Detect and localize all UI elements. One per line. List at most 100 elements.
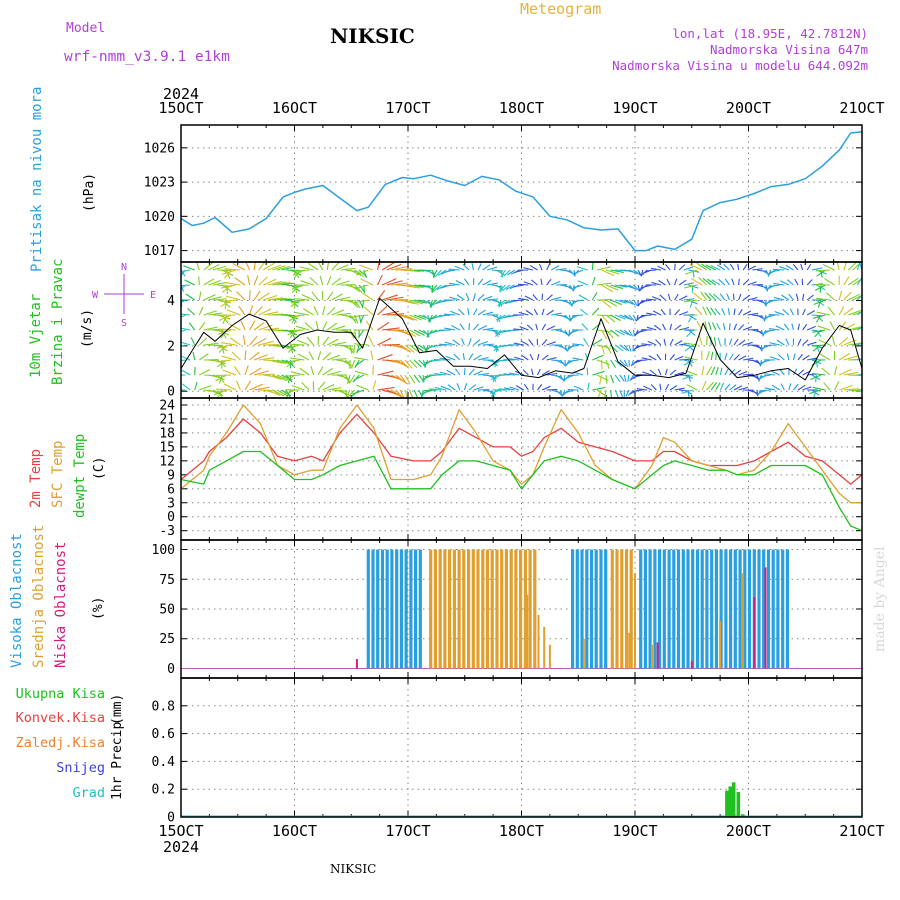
wind-arrow xyxy=(663,338,667,346)
wind-arrow xyxy=(331,309,345,316)
wind-arrow xyxy=(244,350,247,361)
wind-arrow xyxy=(272,297,288,301)
wind-arrow xyxy=(432,299,442,306)
cloud-bar xyxy=(575,549,579,669)
cloud-bar xyxy=(589,549,594,669)
wind-arrow xyxy=(263,294,278,301)
wind-arrow xyxy=(182,383,191,391)
wind-arrow xyxy=(793,383,799,391)
wind-arrow xyxy=(513,299,524,302)
wind-arrow xyxy=(531,279,538,286)
wind-arrow xyxy=(400,314,415,321)
wind-arrow xyxy=(708,292,717,301)
wind-arrow xyxy=(738,370,748,376)
wind-arrow xyxy=(576,266,588,271)
wind-arrow xyxy=(687,314,694,323)
wind-arrow xyxy=(513,284,524,288)
date-label-top: 20OCT xyxy=(726,99,771,117)
wind-arrow xyxy=(336,280,350,286)
wind-arrow xyxy=(353,343,369,346)
wind-arrow xyxy=(354,329,357,339)
wind-arrow xyxy=(657,265,666,271)
wind-arrow xyxy=(291,284,305,290)
wind-arrow xyxy=(789,308,794,316)
temp-line-2 xyxy=(180,450,863,532)
wind-arrow xyxy=(587,382,590,391)
wind-arrow xyxy=(290,299,305,304)
frame-layer xyxy=(180,124,863,818)
wind-arrow xyxy=(317,262,324,271)
wind-arrow xyxy=(573,385,584,391)
wind-arrow xyxy=(600,359,603,370)
wind-arrow xyxy=(721,308,726,316)
panel-frame xyxy=(180,677,863,818)
cloud-bar xyxy=(662,549,666,669)
cloud-bar xyxy=(753,597,756,669)
cloud-bar xyxy=(658,549,662,669)
wind-arrow xyxy=(499,314,511,320)
wind-arrow xyxy=(503,387,515,391)
wind-arrow xyxy=(624,284,635,289)
wind-arrow xyxy=(591,262,594,271)
wind-arrow xyxy=(682,374,694,380)
wind-arrow xyxy=(815,344,820,353)
wind-arrow xyxy=(502,284,511,291)
cloud-bar xyxy=(395,549,399,669)
cloud-bar xyxy=(366,549,370,669)
wind-arrow xyxy=(254,386,270,391)
wind-arrow xyxy=(199,369,211,376)
wind-arrow xyxy=(359,314,365,324)
wind-arrow xyxy=(326,276,332,286)
wind-arrow xyxy=(861,389,862,390)
wind-arrow xyxy=(601,329,608,340)
wind-arrow xyxy=(404,329,417,338)
wind-arrow xyxy=(568,344,579,348)
y-tick-label: 0 xyxy=(167,510,175,525)
wind-arrow xyxy=(181,344,186,347)
wind-arrow xyxy=(327,370,341,376)
wind-arrow xyxy=(532,294,538,301)
wind-arrow xyxy=(541,370,550,376)
cloud-bar xyxy=(418,549,422,669)
wind-arrow xyxy=(802,308,806,316)
wind-arrow xyxy=(564,299,572,306)
wind-arrow xyxy=(649,369,657,376)
wind-arrow xyxy=(707,278,717,286)
wind-arrow xyxy=(249,351,260,361)
wind-arrow xyxy=(601,284,614,293)
wind-arrow xyxy=(386,280,403,286)
wind-arrow xyxy=(742,263,748,271)
wind-arrow xyxy=(742,279,749,286)
wind-arrow xyxy=(857,342,862,346)
wind-arrow xyxy=(684,284,698,289)
wind-arrow xyxy=(806,263,812,271)
wind-arrow xyxy=(299,266,314,271)
cloud-bar xyxy=(543,626,546,669)
wind-arrow xyxy=(491,329,501,336)
wind-arrow xyxy=(304,322,314,331)
wind-arrow xyxy=(669,354,675,361)
wind-arrow xyxy=(216,344,232,349)
wind-arrow xyxy=(727,308,730,316)
wind-arrow xyxy=(669,338,674,346)
wind-arrow xyxy=(381,294,398,301)
wind-arrow xyxy=(258,308,272,316)
wind-arrow xyxy=(377,321,390,331)
wind-arrow xyxy=(773,296,785,301)
cloud-bar xyxy=(509,549,513,669)
wind-arrow xyxy=(453,353,461,361)
y-tick-label: 100 xyxy=(152,543,175,558)
y-tick-label: -3 xyxy=(159,524,175,539)
wind-arrow xyxy=(336,264,349,271)
cloud-bar xyxy=(380,549,385,669)
wind-arrow xyxy=(498,284,506,292)
wind-arrow xyxy=(629,374,634,382)
wind-arrow xyxy=(356,269,369,276)
wind-arrow xyxy=(467,308,470,316)
wind-arrow xyxy=(806,294,814,301)
wind-arrow xyxy=(578,294,589,301)
wind-arrow xyxy=(802,293,805,301)
wind-arrow xyxy=(797,369,805,376)
wind-arrow xyxy=(439,371,451,376)
wind-arrow xyxy=(391,282,409,286)
